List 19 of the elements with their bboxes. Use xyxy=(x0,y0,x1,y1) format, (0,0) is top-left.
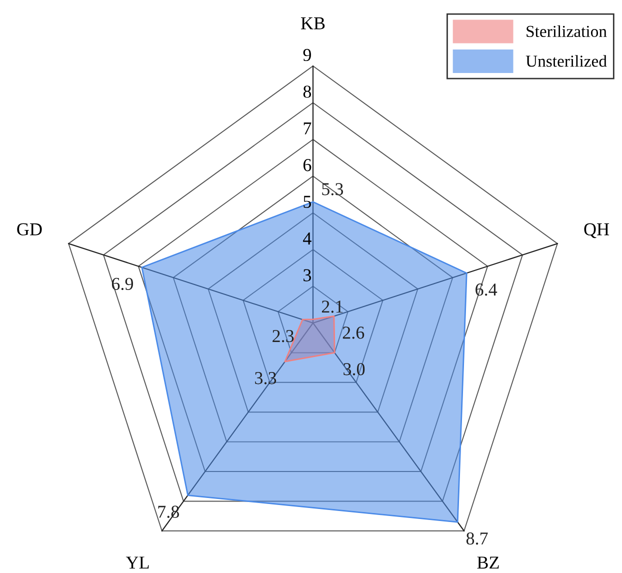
data-label: 2.1 xyxy=(322,300,343,313)
data-label: 3.3 xyxy=(255,372,276,384)
legend-label: Sterilization xyxy=(526,25,607,38)
legend-label: Unsterilized xyxy=(526,55,607,67)
y-tick-label: 7 xyxy=(304,122,312,134)
data-label: 3.0 xyxy=(344,363,365,376)
spoke-label: GD xyxy=(17,223,42,236)
spoke-label: QH xyxy=(584,223,610,238)
data-label: 2.3 xyxy=(272,330,294,342)
spoke-label: KB xyxy=(300,17,325,30)
y-tick-label: 3 xyxy=(304,269,312,282)
data-label: 8.7 xyxy=(466,532,488,545)
spoke-label: YL xyxy=(126,556,149,569)
data-label: 2.6 xyxy=(342,326,364,339)
y-tick-label: 9 xyxy=(303,48,311,62)
y-tick-label: 6 xyxy=(303,159,312,172)
spoke-label: BZ xyxy=(477,556,499,569)
y-tick-label: 4 xyxy=(303,232,312,244)
y-tick-label: 8 xyxy=(303,86,312,98)
